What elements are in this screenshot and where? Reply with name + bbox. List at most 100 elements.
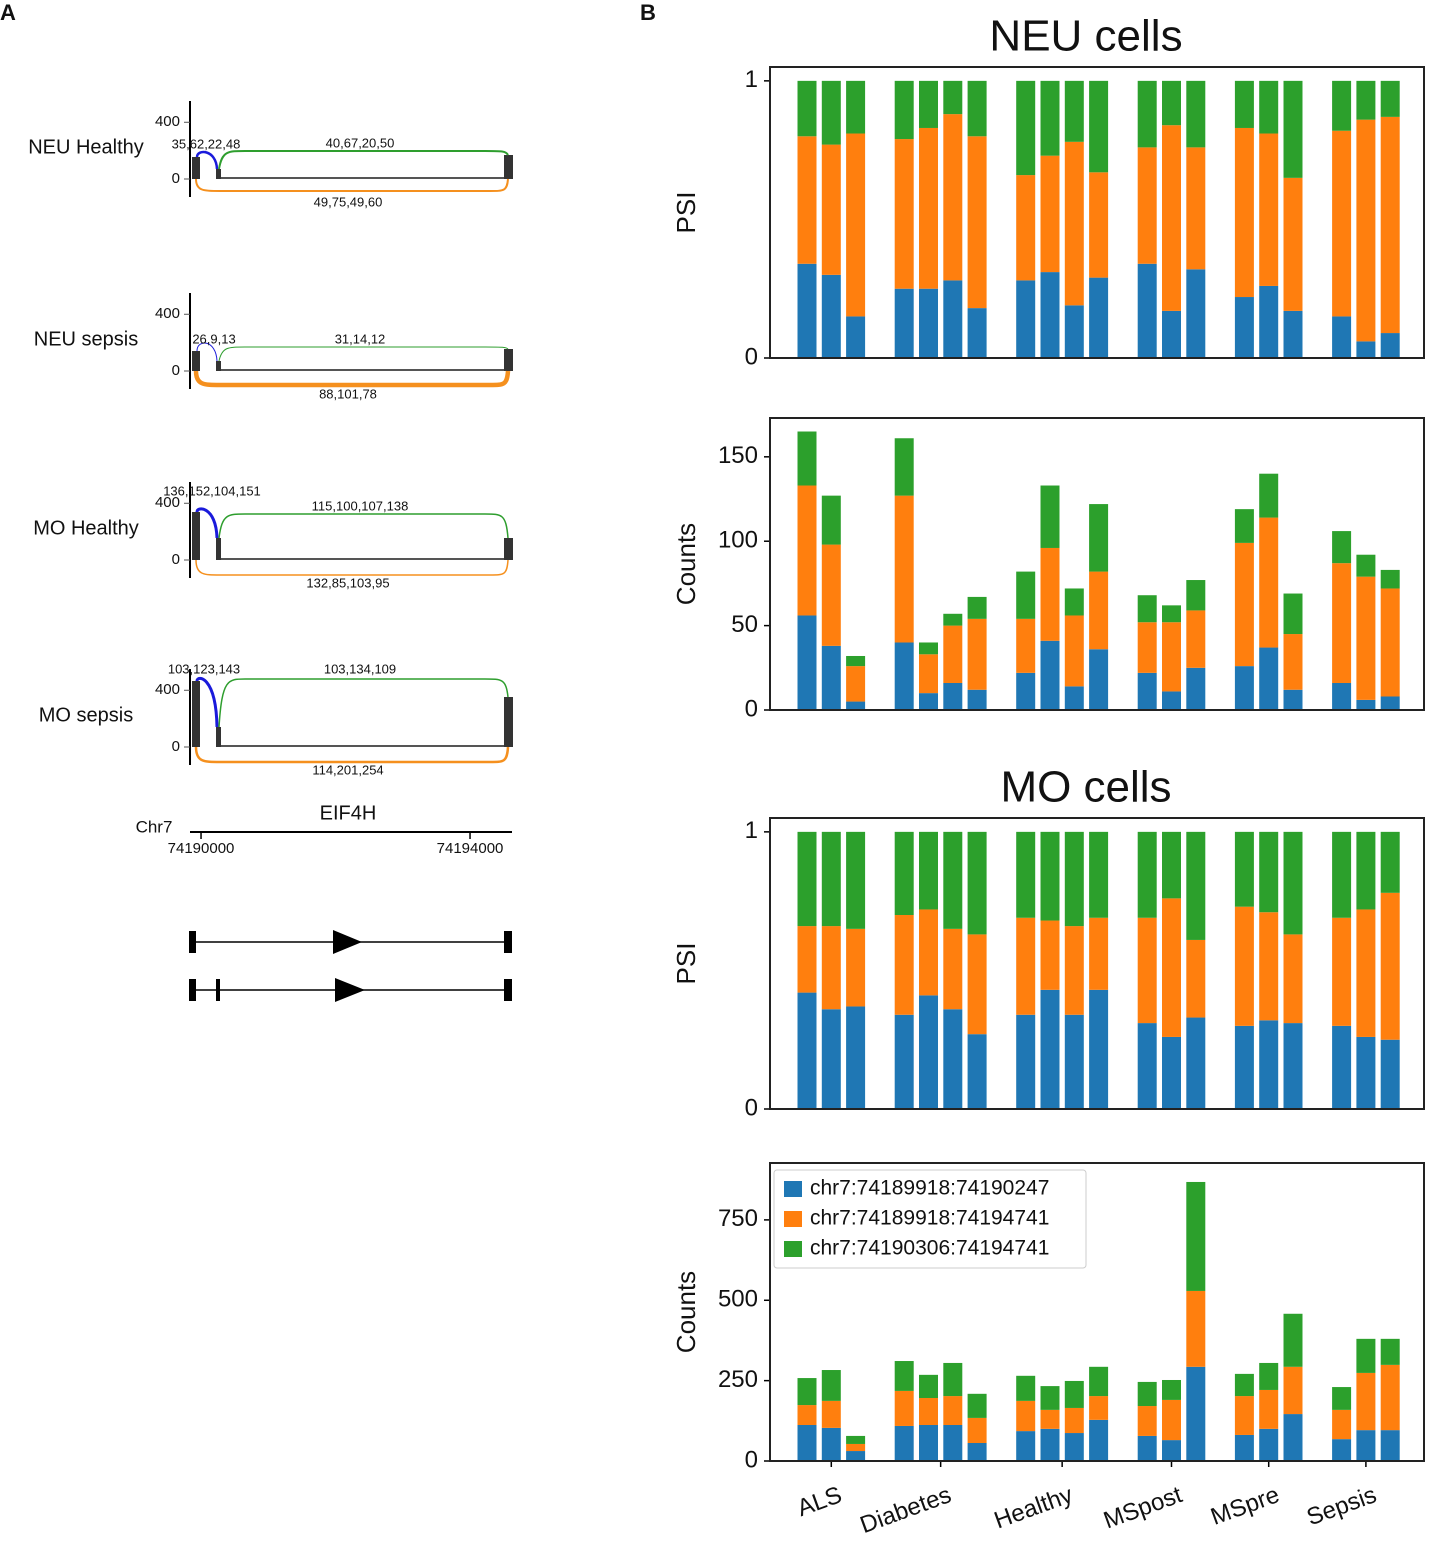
bar-segment xyxy=(1234,1434,1254,1461)
bar-segment xyxy=(846,1443,866,1452)
bar-segment xyxy=(1380,116,1400,334)
junction-label: 115,100,107,138 xyxy=(312,498,409,513)
bar-segment xyxy=(967,934,987,1035)
bar-segment xyxy=(1064,588,1084,616)
axes-frame xyxy=(769,417,1425,711)
junction-label: 88,101,78 xyxy=(319,386,377,401)
bar-segment xyxy=(1089,831,1109,918)
x-tick-label: ALS xyxy=(794,1481,846,1522)
bar-segment xyxy=(1283,177,1303,311)
bar-segment xyxy=(1186,667,1206,710)
bar-segment xyxy=(1137,622,1157,673)
bar-segment xyxy=(894,495,914,643)
y-tick-label: 400 xyxy=(155,113,180,130)
bar-segment xyxy=(1234,1396,1254,1435)
bar-segment xyxy=(919,80,938,128)
bar-segment xyxy=(1186,1366,1206,1461)
bar-segment xyxy=(797,263,817,358)
bar-segment xyxy=(1064,1407,1084,1434)
bar-segment xyxy=(894,139,914,289)
bar-segment xyxy=(1016,1375,1036,1401)
bar-segment xyxy=(1234,542,1254,667)
bar-segment xyxy=(1234,1025,1254,1109)
bar-segment xyxy=(1016,1400,1036,1432)
y-axis-label: PSI xyxy=(671,192,701,234)
junction-arc xyxy=(195,676,219,728)
bar-segment xyxy=(967,1393,987,1418)
bar-segment xyxy=(943,625,963,683)
bar-segment xyxy=(821,1427,841,1461)
bar-segment xyxy=(846,701,866,710)
bar-segment xyxy=(1016,280,1036,358)
bar-segment xyxy=(1064,1380,1084,1408)
bar-segment xyxy=(1016,917,1036,1015)
junction-label: 103,134,109 xyxy=(324,661,396,676)
bar-segment xyxy=(1016,175,1036,281)
bar-segment xyxy=(1162,1036,1181,1109)
bar-segment xyxy=(1162,1399,1181,1441)
bar-segment xyxy=(797,831,817,927)
bar-segment xyxy=(1186,80,1206,148)
y-tick-label: 400 xyxy=(155,494,180,511)
bar-segment xyxy=(846,831,866,929)
bar-segment xyxy=(1040,485,1060,548)
bar-segment xyxy=(1137,672,1157,710)
bar-segment xyxy=(1332,1387,1352,1410)
bar-segment xyxy=(821,645,841,710)
bar-segment xyxy=(1380,1338,1400,1365)
bar-segment xyxy=(943,1362,963,1397)
bar-segment xyxy=(1332,831,1352,918)
bar-segment xyxy=(821,1009,841,1109)
coverage xyxy=(216,538,221,560)
bar-segment xyxy=(919,1424,938,1461)
bar-segment xyxy=(1162,125,1181,311)
track-label: NEU sepsis xyxy=(34,328,138,350)
bar-segment xyxy=(1162,898,1181,1037)
bar-segment xyxy=(1234,509,1254,543)
bar-segment xyxy=(797,80,817,137)
bar-segment xyxy=(1332,682,1352,710)
bar-segment xyxy=(967,136,987,309)
coverage xyxy=(192,512,200,560)
junction-label: 35,62,22,48 xyxy=(172,136,241,151)
bar-segment xyxy=(1186,147,1206,270)
bar-segment xyxy=(797,992,817,1109)
y-tick-label: 0 xyxy=(172,738,180,755)
bar-segment xyxy=(846,655,866,667)
bar-segment xyxy=(1283,634,1303,690)
bar-segment xyxy=(1283,934,1303,1024)
bar-segment xyxy=(1162,622,1181,692)
bar-segment xyxy=(1040,920,1060,990)
bar-segment xyxy=(1356,341,1376,358)
bar-segment xyxy=(919,1374,938,1398)
bar-segment xyxy=(943,114,963,281)
bar-segment xyxy=(919,642,938,655)
y-tick-label: 750 xyxy=(718,1205,758,1232)
bar-segment xyxy=(1356,699,1376,710)
bar-segment xyxy=(1259,1362,1279,1390)
bar-segment xyxy=(797,485,817,616)
bar-segment xyxy=(1186,831,1206,940)
bar-segment xyxy=(1089,1366,1109,1397)
junction-arc xyxy=(193,370,511,388)
panel-label: B xyxy=(640,0,656,25)
bar-segment xyxy=(1089,504,1109,572)
bar-segment xyxy=(1356,1338,1376,1373)
bar-segment xyxy=(846,1435,866,1444)
junction-label: 40,67,20,50 xyxy=(326,135,395,150)
y-tick-label: 0 xyxy=(745,1094,758,1121)
junction-label: 49,75,49,60 xyxy=(314,194,383,209)
bar-segment xyxy=(846,928,866,1007)
y-tick-label: 0 xyxy=(172,170,180,187)
bar-segment xyxy=(1356,119,1376,342)
legend-label: chr7:74189918:74190247 xyxy=(810,1177,1049,1200)
bar-segment xyxy=(1162,691,1181,710)
bar-segment xyxy=(1064,926,1084,1015)
bar-segment xyxy=(943,1424,963,1461)
bar-segment xyxy=(1040,640,1060,710)
bar-segment xyxy=(1259,831,1279,913)
y-tick-label: 0 xyxy=(745,343,758,370)
coverage xyxy=(221,177,504,179)
bar-segment xyxy=(943,1009,963,1109)
bar-segment xyxy=(1089,80,1109,173)
